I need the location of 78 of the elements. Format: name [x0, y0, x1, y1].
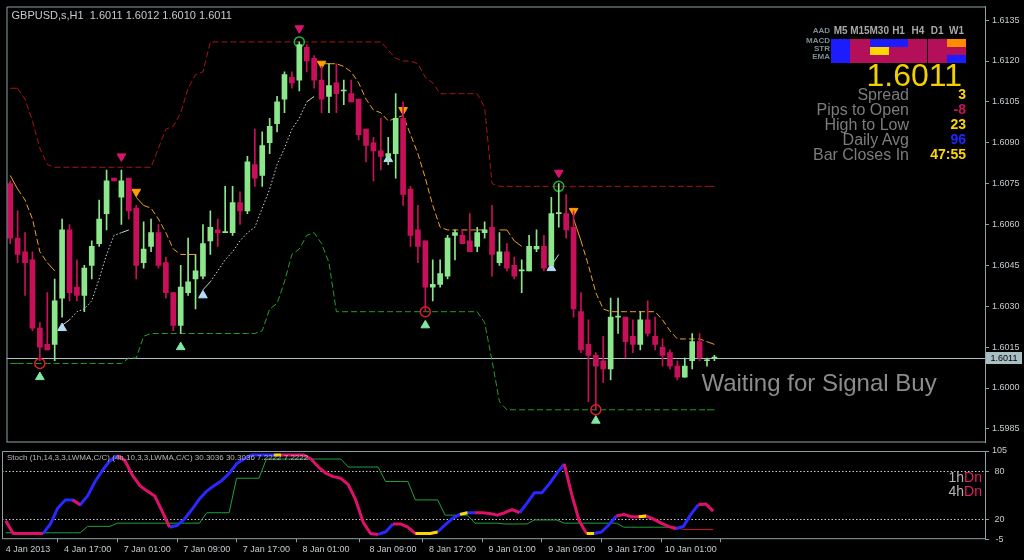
annotation: 4h	[948, 482, 965, 499]
annotation: 23	[950, 115, 966, 132]
candlestick	[704, 357, 710, 367]
x-tick-label: 8 Jan 17:00	[429, 544, 477, 555]
x-tick-label: 7 Jan 01:00	[123, 544, 171, 555]
ref-line-label: 1.6011	[990, 353, 1018, 364]
point	[590, 404, 602, 416]
x-tick-label: 9 Jan 17:00	[607, 544, 655, 555]
x-tick-label: 4 Jan 2013	[5, 544, 51, 555]
point	[35, 371, 45, 381]
candlestick	[452, 229, 458, 261]
annotation: M15	[850, 25, 870, 36]
y-tick-label: 1.6000	[992, 382, 1020, 393]
y-tick-label: 1.6090	[992, 137, 1020, 148]
y-tick-label: 1.6135	[992, 14, 1020, 25]
point	[34, 357, 46, 370]
point	[116, 153, 127, 162]
point	[419, 305, 432, 318]
y-tick-label: 1.6045	[992, 259, 1020, 270]
x-tick-label: 8 Jan 01:00	[302, 544, 350, 555]
annotation: 1h	[948, 468, 965, 485]
y-tick-label: 20	[994, 513, 1005, 524]
x-tick-label: 4 Jan 17:00	[64, 544, 112, 555]
annotation: H4	[911, 25, 925, 36]
x-tick-label: 8 Jan 09:00	[369, 544, 417, 555]
annotation: Dn	[964, 468, 982, 485]
annotation: MACD	[806, 36, 830, 45]
point	[420, 319, 431, 329]
annotation: W1	[948, 25, 964, 36]
point	[553, 169, 564, 179]
candlestick	[74, 259, 80, 302]
point	[590, 415, 601, 424]
point	[553, 180, 565, 193]
y-tick-label: -5	[995, 533, 1004, 544]
y-tick-label: 1.6015	[992, 341, 1020, 352]
y-tick-label: 1.6030	[992, 300, 1020, 311]
annotation: Waiting for Signal Buy	[701, 369, 937, 397]
annotation: AAD	[812, 26, 830, 35]
annotation: STR	[814, 44, 830, 53]
x-tick-label: 9 Jan 09:00	[548, 544, 596, 555]
point	[131, 188, 142, 198]
chart-title: GBPUSD,s,H1 1.6011 1.6012 1.6010 1.6011	[11, 8, 232, 21]
candlestick	[214, 218, 221, 247]
annotation: 47:55	[930, 145, 966, 162]
x-tick-label: 7 Jan 09:00	[183, 544, 231, 555]
annotation: H1	[892, 25, 905, 36]
y-tick-label: 105	[991, 445, 1008, 456]
y-tick-label: 1.6075	[992, 178, 1020, 189]
y-tick-label: 1.6060	[992, 218, 1020, 229]
x-tick-label: 9 Jan 01:00	[488, 544, 536, 555]
point	[294, 25, 305, 34]
point	[316, 60, 327, 70]
y-tick-label: 1.6120	[992, 55, 1020, 66]
candlestick	[22, 232, 28, 296]
x-tick-label: 10 Jan 01:00	[664, 544, 717, 555]
candlestick	[378, 117, 384, 171]
point	[293, 36, 306, 48]
y-tick-label: 1.6105	[992, 96, 1020, 107]
candlestick	[326, 63, 332, 114]
candlestick	[385, 136, 392, 165]
point	[175, 341, 186, 351]
y-tick-label: 80	[994, 465, 1005, 476]
candlestick	[555, 183, 562, 228]
point	[57, 322, 67, 332]
x-tick-label: 7 Jan 17:00	[242, 544, 290, 555]
annotation: 96	[950, 130, 966, 147]
candlestick	[222, 186, 229, 234]
annotation: 3	[958, 85, 966, 102]
y-tick-label: 1.5985	[992, 423, 1020, 434]
annotation: M5	[833, 25, 848, 36]
annotation: D1	[930, 25, 944, 36]
point	[198, 289, 208, 299]
annotation: -8	[953, 100, 966, 117]
annotation: Dn	[964, 482, 982, 499]
annotation: EMA	[812, 52, 830, 61]
candlestick	[252, 128, 258, 187]
annotation: M30	[869, 25, 889, 36]
candlestick	[237, 191, 243, 225]
